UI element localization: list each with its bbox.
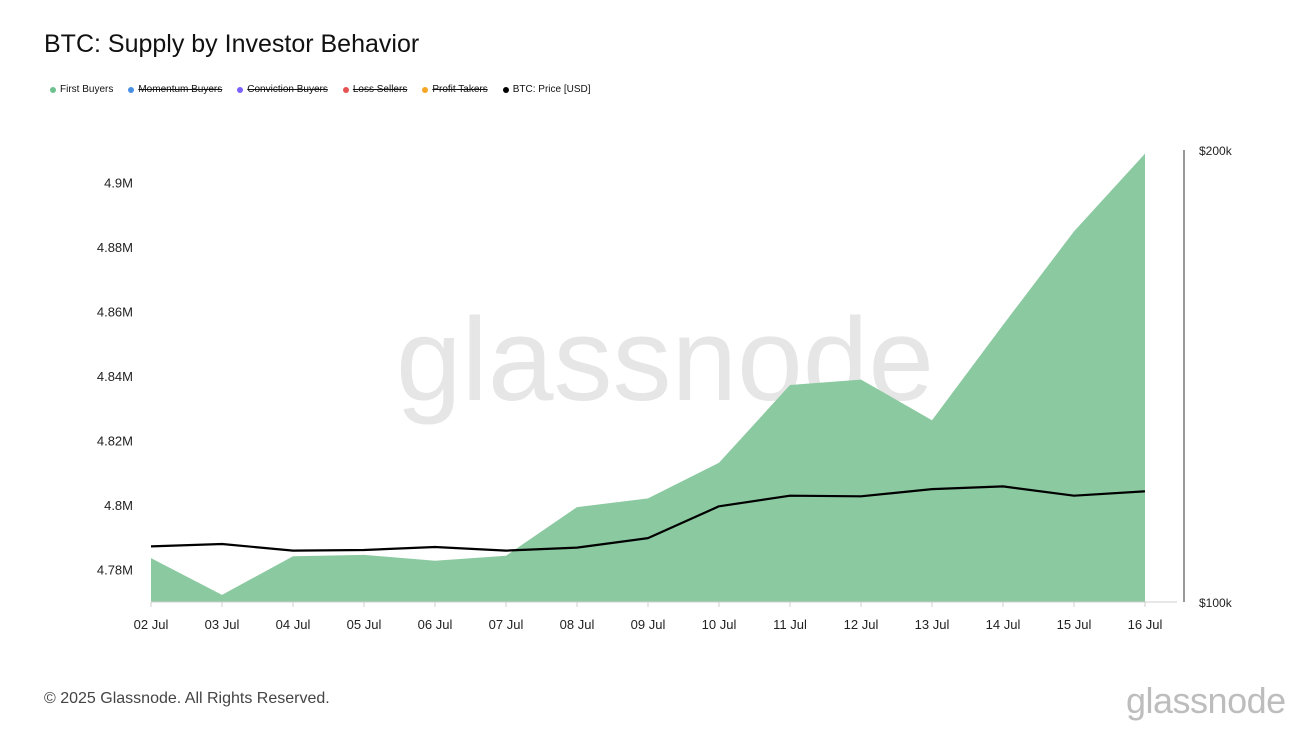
y-left-tick-label: 4.88M [97, 240, 133, 255]
y-right-tick-label: $100k [1199, 596, 1233, 610]
x-tick-label: 05 Jul [347, 617, 382, 632]
legend-dot-icon [128, 86, 135, 93]
chart-title: BTC: Supply by Investor Behavior [44, 30, 420, 58]
legend-dot-icon [422, 86, 429, 93]
x-tick-label: 07 Jul [489, 617, 524, 632]
x-tick-label: 06 Jul [418, 617, 453, 632]
legend-label: BTC: Price [USD] [512, 84, 591, 95]
series-area-first-buyers [151, 153, 1145, 602]
x-tick-label: 16 Jul [1128, 617, 1163, 632]
y-left-tick-label: 4.78M [97, 563, 133, 578]
x-tick-label: 11 Jul [773, 617, 807, 632]
y-left-tick-label: 4.82M [97, 434, 133, 449]
y-left-tick-label: 4.86M [97, 304, 133, 319]
x-tick-label: 13 Jul [915, 617, 950, 632]
legend-label: First Buyers [60, 84, 114, 95]
legend-dot-icon [342, 86, 349, 93]
y-left-tick-label: 4.8M [104, 498, 133, 513]
y-left-tick-label: 4.9M [104, 175, 133, 190]
y-right-tick-label: $200k [1199, 144, 1233, 158]
legend-item-momentum-buyers[interactable]: Momentum Buyers [128, 84, 222, 95]
copyright-text: © 2025 Glassnode. All Rights Reserved. [44, 690, 330, 707]
x-tick-label: 10 Jul [702, 617, 737, 632]
chart-legend: First Buyers Momentum Buyers Conviction Bu… [50, 84, 591, 95]
x-tick-label: 14 Jul [986, 617, 1021, 632]
legend-item-btc-price-usd[interactable]: BTC: Price [USD] [502, 84, 591, 95]
x-tick-label: 09 Jul [631, 617, 666, 632]
x-tick-label: 08 Jul [560, 617, 595, 632]
legend-label: Loss Sellers [352, 84, 408, 95]
legend-label: Conviction Buyers [247, 84, 328, 95]
legend-item-conviction-buyers[interactable]: Conviction Buyers [237, 84, 328, 95]
x-tick-label: 12 Jul [844, 617, 879, 632]
x-tick-label: 15 Jul [1057, 617, 1092, 632]
x-tick-label: 04 Jul [276, 617, 311, 632]
x-tick-label: 03 Jul [205, 617, 240, 632]
glassnode-logo[interactable]: glassnode [1126, 680, 1286, 721]
legend-item-loss-sellers[interactable]: Loss Sellers [342, 84, 408, 95]
legend-dot-icon [50, 86, 56, 93]
y-left-tick-label: 4.84M [97, 369, 133, 384]
legend-item-first-buyers[interactable]: First Buyers [50, 84, 113, 95]
legend-label: Momentum Buyers [138, 84, 223, 95]
legend-label: Profit Takers [432, 84, 488, 95]
legend-item-profit-takers[interactable]: Profit Takers [422, 84, 488, 95]
first-buyers-points [150, 153, 1146, 596]
legend-dot-icon [502, 86, 509, 93]
legend-dot-icon [237, 86, 244, 93]
x-tick-label: 02 Jul [134, 617, 169, 632]
